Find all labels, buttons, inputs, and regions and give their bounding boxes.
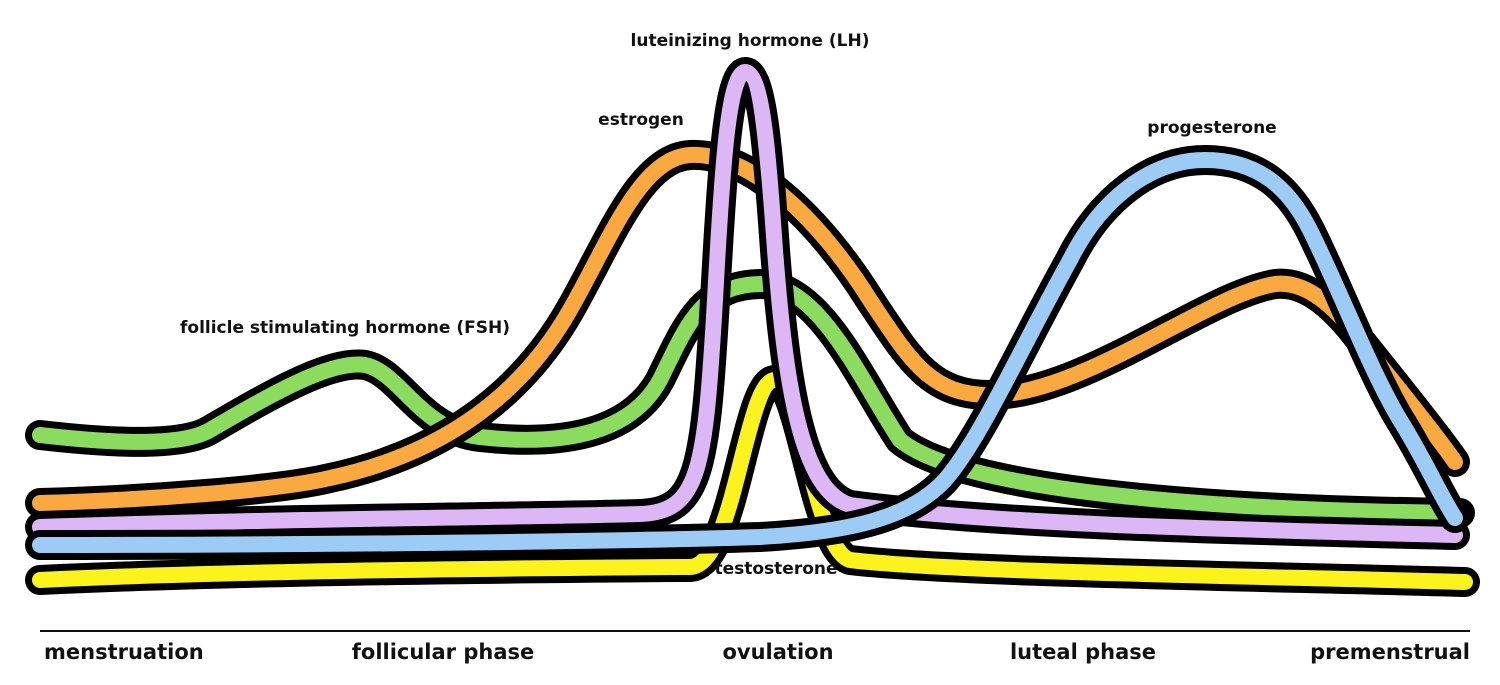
curve-estrogen — [25, 139, 1470, 518]
progesterone-line — [32, 152, 1463, 553]
phase-label-follicular: follicular phase — [352, 640, 535, 664]
curve-lh — [25, 57, 1470, 550]
curve-progesterone — [25, 145, 1470, 560]
estrogen-line — [32, 146, 1463, 511]
curve-label-testosterone: testosterone — [714, 559, 837, 579]
curve-label-progesterone: progesterone — [1147, 118, 1276, 138]
curve-label-fsh: follicle stimulating hormone (FSH) — [180, 318, 510, 338]
phase-label-menstruation: menstruation — [44, 640, 204, 664]
phase-label-luteal: luteal phase — [1010, 640, 1156, 664]
curve-label-lh: luteinizing hormone (LH) — [631, 31, 870, 51]
phase-label-ovulation: ovulation — [722, 640, 833, 664]
lh-line — [32, 64, 1463, 543]
phase-label-premenstrual: premenstrual — [1310, 640, 1470, 664]
curve-label-estrogen: estrogen — [598, 110, 684, 130]
